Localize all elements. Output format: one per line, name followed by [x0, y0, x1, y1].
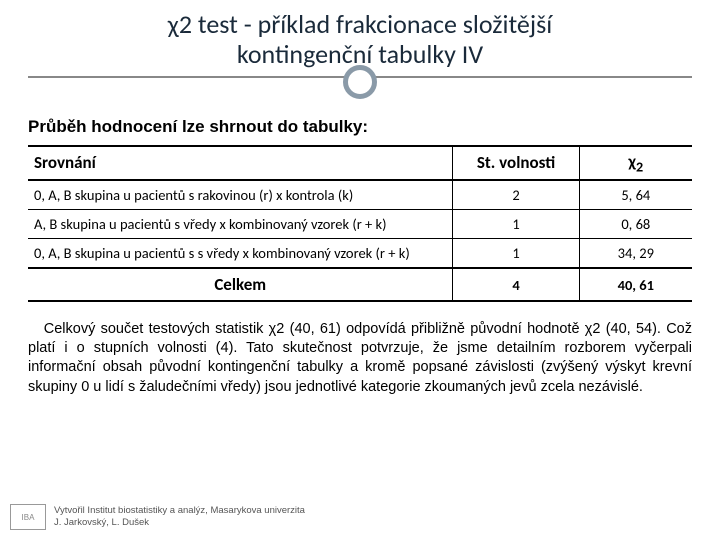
total-chi2: 40, 61	[579, 268, 692, 301]
title-line2: kontingenční tabulky IV	[237, 38, 483, 70]
intro-text: Průběh hodnocení lze shrnout do tabulky:	[28, 117, 692, 137]
chi-symbol: χ	[628, 151, 636, 172]
table-row: A, B skupina u pacientů s vředy x kombin…	[28, 210, 692, 239]
table-header-row: Srovnání St. volnosti χ2	[28, 146, 692, 180]
para-part1: Celkový součet testových statistik	[28, 321, 269, 337]
results-table: Srovnání St. volnosti χ2 0, A, B skupina…	[28, 145, 692, 302]
para-part2: 2 (40, 61) odpovídá přibližně původní ho…	[276, 321, 584, 337]
total-df: 4	[453, 268, 579, 301]
chi-sub: 2	[636, 158, 643, 175]
col-df-header: St. volnosti	[453, 146, 579, 180]
cell-df: 2	[453, 180, 579, 210]
col-chi2-header: χ2	[579, 146, 692, 180]
title-chi: χ	[168, 8, 179, 40]
cell-chi2: 5, 64	[579, 180, 692, 210]
col-srovnani-header: Srovnání	[28, 146, 453, 180]
cell-df: 1	[453, 210, 579, 239]
cell-df: 1	[453, 239, 579, 269]
credits: Vytvořil Institut biostatistiky a analýz…	[54, 505, 305, 529]
slide-title: χ2 test - příklad frakcionace složitější…	[28, 10, 692, 78]
cell-srovnani: A, B skupina u pacientů s vředy x kombin…	[28, 210, 453, 239]
footer: IBA Vytvořil Institut biostatistiky a an…	[10, 504, 305, 530]
table-row: 0, A, B skupina u pacientů s rakovinou (…	[28, 180, 692, 210]
slide: χ2 test - příklad frakcionace složitější…	[0, 0, 720, 540]
credit-line2: J. Jarkovský, L. Dušek	[54, 517, 305, 529]
table-row: 0, A, B skupina u pacientů s s vředy x k…	[28, 239, 692, 269]
total-label: Celkem	[28, 268, 453, 301]
cell-chi2: 34, 29	[579, 239, 692, 269]
credit-line1: Vytvořil Institut biostatistiky a analýz…	[54, 505, 305, 517]
cell-chi2: 0, 68	[579, 210, 692, 239]
paragraph: Celkový součet testových statistik χ2 (4…	[28, 320, 692, 397]
cell-srovnani: 0, A, B skupina u pacientů s s vředy x k…	[28, 239, 453, 269]
table-total-row: Celkem 4 40, 61	[28, 268, 692, 301]
title-line1: 2 test - příklad frakcionace složitější	[179, 8, 552, 40]
iba-logo: IBA	[10, 504, 46, 530]
cell-srovnani: 0, A, B skupina u pacientů s rakovinou (…	[28, 180, 453, 210]
